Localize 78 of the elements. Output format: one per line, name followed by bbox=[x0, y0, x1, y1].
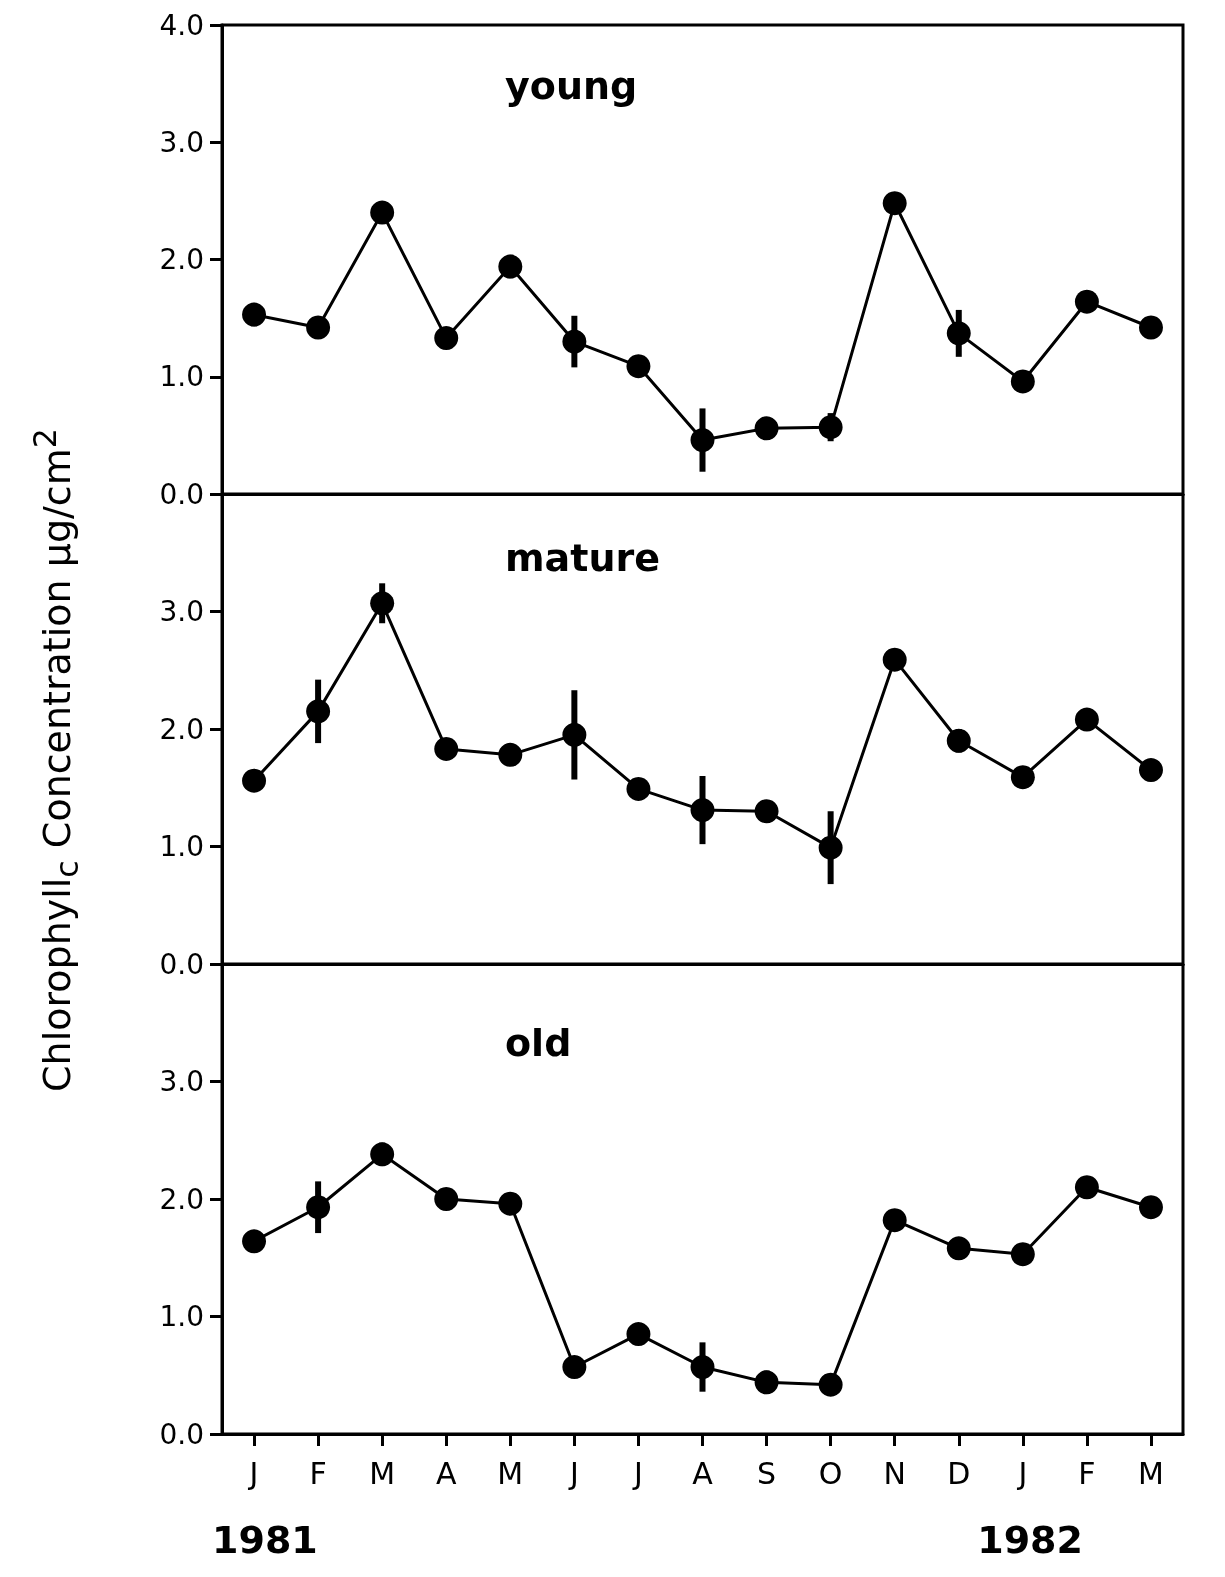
y-tick-label: 2.0 bbox=[159, 712, 204, 746]
point bbox=[690, 1355, 715, 1380]
text: old bbox=[505, 1021, 572, 1065]
point bbox=[1010, 369, 1035, 394]
x-tick-label: D bbox=[947, 1455, 971, 1491]
x-tick-label: J bbox=[247, 1455, 259, 1491]
y-tick-label: 3.0 bbox=[159, 1065, 204, 1098]
y-tick-label: 1.0 bbox=[159, 830, 204, 863]
x-tick-label: A bbox=[692, 1455, 714, 1491]
point bbox=[690, 428, 715, 453]
y-tick-label: 0.0 bbox=[159, 947, 204, 981]
y-tick-label: 2.0 bbox=[159, 243, 204, 276]
point bbox=[498, 1191, 523, 1216]
point bbox=[434, 326, 459, 351]
x-tick-label: M bbox=[497, 1455, 524, 1491]
y-tick-label: 0.0 bbox=[159, 1417, 204, 1451]
point bbox=[562, 1355, 587, 1380]
point bbox=[626, 776, 651, 801]
point bbox=[434, 1187, 459, 1211]
point bbox=[882, 191, 907, 216]
point bbox=[818, 1372, 843, 1397]
point bbox=[306, 699, 331, 724]
point bbox=[370, 200, 395, 225]
point bbox=[946, 321, 971, 346]
x-tick-label: N bbox=[883, 1455, 906, 1491]
text: 1982 bbox=[977, 1518, 1083, 1562]
point bbox=[370, 1142, 395, 1167]
x-tick-label: S bbox=[757, 1455, 777, 1491]
point bbox=[626, 1322, 651, 1347]
text: 1981 bbox=[212, 1518, 318, 1562]
point bbox=[754, 416, 779, 441]
point bbox=[626, 354, 651, 379]
x-tick-label: F bbox=[309, 1455, 327, 1491]
y-tick-label: 3.0 bbox=[159, 595, 204, 628]
point bbox=[818, 415, 843, 440]
x-tick-label: J bbox=[1016, 1455, 1028, 1491]
y-tick-label: 3.0 bbox=[159, 125, 204, 159]
y-tick-label: 1.0 bbox=[159, 1300, 204, 1333]
x-tick-label: J bbox=[632, 1455, 643, 1491]
point bbox=[370, 591, 395, 616]
point bbox=[242, 302, 267, 327]
point bbox=[1010, 765, 1035, 790]
text: mature bbox=[505, 536, 660, 580]
point bbox=[1074, 707, 1099, 732]
point bbox=[562, 329, 587, 354]
point bbox=[1074, 1175, 1099, 1200]
point bbox=[562, 722, 587, 747]
x-tick-label: M bbox=[1138, 1455, 1164, 1491]
point bbox=[498, 742, 523, 767]
text: young bbox=[505, 64, 638, 108]
point bbox=[946, 728, 971, 753]
point bbox=[306, 315, 331, 340]
x-tick-label: A bbox=[435, 1455, 457, 1491]
point bbox=[1074, 289, 1099, 314]
point bbox=[946, 1236, 971, 1261]
point bbox=[306, 1195, 331, 1220]
y-tick-label: 0.0 bbox=[159, 477, 204, 511]
x-tick-label: J bbox=[567, 1455, 579, 1491]
point bbox=[754, 1370, 779, 1395]
x-tick-label: O bbox=[818, 1455, 843, 1491]
point bbox=[242, 1229, 267, 1254]
x-tick-label: M bbox=[369, 1455, 396, 1491]
y-tick-label: 2.0 bbox=[159, 1182, 204, 1216]
y-tick-label: 4.0 bbox=[159, 8, 204, 42]
point bbox=[882, 647, 907, 672]
point bbox=[690, 798, 715, 823]
point bbox=[434, 736, 459, 761]
point bbox=[882, 1208, 907, 1233]
point bbox=[818, 835, 843, 860]
y-tick-label: 1.0 bbox=[159, 360, 204, 394]
point bbox=[1138, 315, 1163, 340]
point bbox=[1138, 758, 1163, 783]
point bbox=[242, 768, 267, 793]
point bbox=[498, 254, 523, 279]
point bbox=[1138, 1195, 1163, 1220]
point bbox=[754, 799, 779, 824]
point bbox=[1010, 1242, 1035, 1267]
x-tick-label: F bbox=[1078, 1455, 1096, 1491]
